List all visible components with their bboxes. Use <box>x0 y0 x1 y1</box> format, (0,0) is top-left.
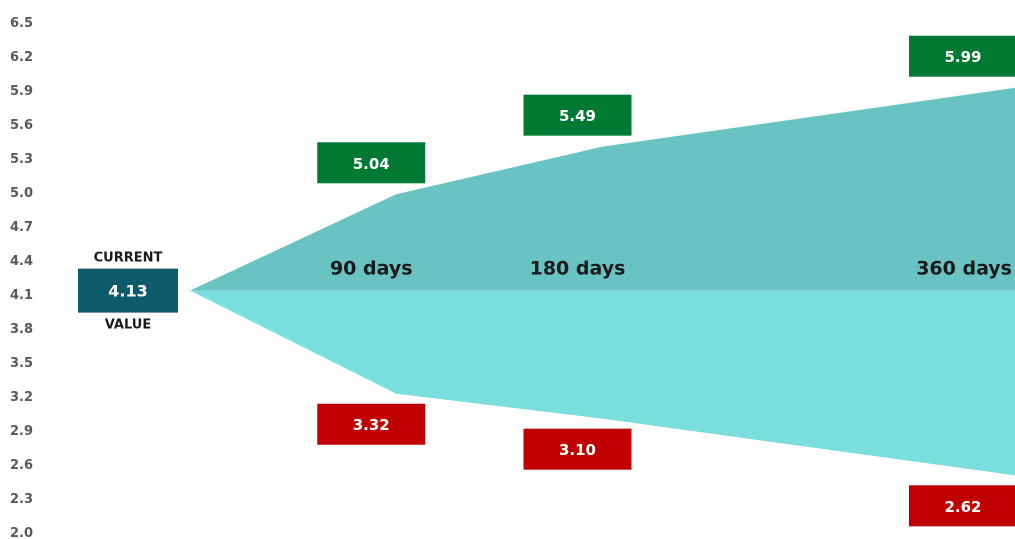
lower-box-label: 3.10 <box>559 441 596 459</box>
y-axis: 6.5 6.2 5.9 5.6 5.3 5.0 4.7 4.4 4.1 3.8 3.5 3.2 2.9 2… <box>10 16 33 539</box>
y-tick-label: 3.8 <box>10 322 33 337</box>
upper-box-fill <box>523 94 632 136</box>
period-labels: 90 days 180 days 360 days <box>330 258 1012 280</box>
upper-value-box: 5.99 <box>909 35 1015 77</box>
upper-band <box>190 87 1015 291</box>
lower-box-label: 3.32 <box>353 416 390 434</box>
lower-box-fill <box>909 485 1015 527</box>
y-tick-label: 6.2 <box>10 50 33 65</box>
lower-value-box: 3.10 <box>523 428 632 470</box>
upper-box-label: 5.49 <box>559 107 596 125</box>
current-box-fill <box>78 268 178 313</box>
y-tick-label: 3.2 <box>10 390 33 405</box>
period-label: 360 days <box>916 258 1012 280</box>
period-label: 180 days <box>530 258 626 280</box>
y-tick-label: 5.0 <box>10 186 33 201</box>
y-tick-label: 4.7 <box>10 220 33 235</box>
y-tick-label: 2.9 <box>10 424 33 439</box>
upper-box-fill <box>909 35 1015 77</box>
upper-value-box: 5.04 <box>317 142 426 184</box>
upper-box-label: 5.99 <box>944 48 981 66</box>
y-tick-label: 4.1 <box>10 288 33 303</box>
value-boxes: 5.04 3.32 5.49 3.10 5.99 2.62 <box>317 35 1015 527</box>
current-caption-bottom: VALUE <box>105 318 152 333</box>
lower-box-label: 2.62 <box>944 498 981 516</box>
y-tick-label: 4.4 <box>10 254 33 269</box>
y-tick-label: 2.3 <box>10 492 33 507</box>
upper-value-box: 5.49 <box>523 94 632 136</box>
y-tick-label: 5.3 <box>10 152 33 167</box>
y-tick-label: 2.6 <box>10 458 33 473</box>
period-label: 90 days <box>330 258 413 280</box>
upper-box-label: 5.04 <box>353 155 390 173</box>
current-value-label: 4.13 <box>108 282 147 301</box>
y-tick-label: 6.5 <box>10 16 33 31</box>
lower-box-fill <box>523 428 632 470</box>
y-tick-label: 5.6 <box>10 118 33 133</box>
lower-band <box>190 290 1015 476</box>
lower-value-box: 3.32 <box>317 403 426 445</box>
current-caption-top: CURRENT <box>94 251 163 266</box>
current-value-group: 4.13 CURRENT VALUE <box>78 251 178 333</box>
lower-value-box: 2.62 <box>909 485 1015 527</box>
forecast-bands <box>190 87 1015 476</box>
y-tick-label: 3.5 <box>10 356 33 371</box>
y-tick-label: 2.0 <box>10 526 33 539</box>
y-tick-label: 5.9 <box>10 84 33 99</box>
lower-box-fill <box>317 403 426 445</box>
upper-box-fill <box>317 142 426 184</box>
